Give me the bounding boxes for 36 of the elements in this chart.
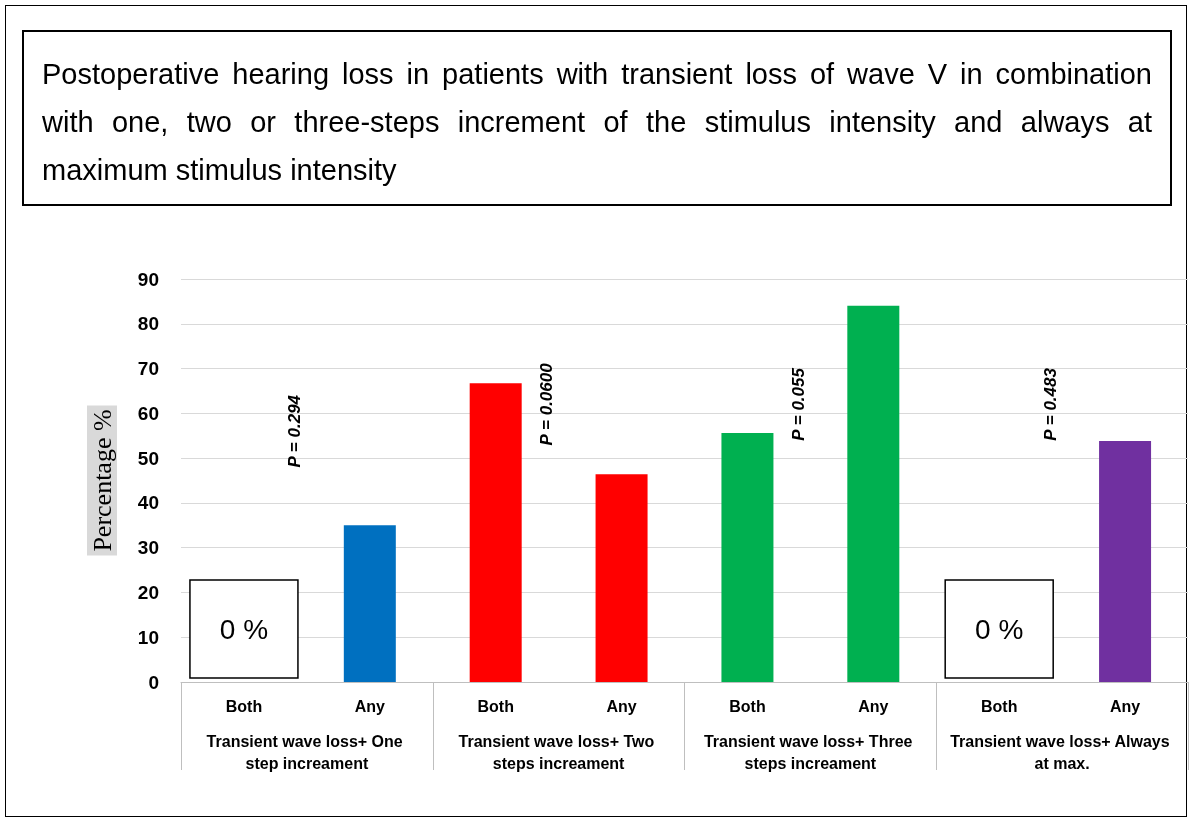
x-tick-label: Any <box>1109 697 1141 715</box>
annotation: P = 0.294 <box>285 394 305 468</box>
text: Transient wave loss+ One step increament <box>206 732 408 772</box>
annotation: P = 0.0600 <box>537 362 557 446</box>
y-tick-label: 0 <box>148 671 159 693</box>
y-tick-label: 30 <box>137 537 159 559</box>
x-tick-label: Any <box>606 697 637 715</box>
chart-title: Postoperative hearing loss in patients with transient loss of wave V in combination with one, two or three-steps increment of the stimulus intensity and always at maximum stimulus intensity <box>22 30 1172 206</box>
y-tick-label: 60 <box>137 402 159 424</box>
bar <box>1099 441 1152 682</box>
bar <box>721 433 774 682</box>
y-tick-label: 80 <box>137 313 159 335</box>
annotation: P = 0.055 <box>788 367 808 441</box>
x-tick-label: Any <box>354 697 386 715</box>
text: Transient wave loss+ Two steps increament <box>458 732 659 772</box>
annotation: 0 % <box>975 613 1024 645</box>
bar <box>847 305 900 682</box>
text: Transient wave loss+ Always at max. <box>950 732 1175 772</box>
y-tick-label: 20 <box>137 581 159 603</box>
x-tick-label: Any <box>858 697 889 715</box>
annotation: 0 % <box>219 613 269 645</box>
y-tick-label: 10 <box>137 626 159 648</box>
x-tick-label: Both <box>225 697 263 715</box>
bar <box>469 383 522 682</box>
x-tick-label: Both <box>980 697 1018 715</box>
y-tick-label: 50 <box>137 447 159 469</box>
y-tick-label: 70 <box>137 358 159 380</box>
y-axis-title: Percentage % <box>87 409 117 552</box>
bar <box>343 525 396 682</box>
y-tick-label: 90 <box>137 268 159 290</box>
bar <box>595 474 648 682</box>
text: Transient wave loss+ Three steps increament <box>703 732 917 772</box>
x-tick-label: Both <box>477 697 514 715</box>
y-tick-label: 40 <box>137 492 159 514</box>
x-tick-label: Both <box>729 697 766 715</box>
annotation: P = 0.483 <box>1040 367 1060 441</box>
